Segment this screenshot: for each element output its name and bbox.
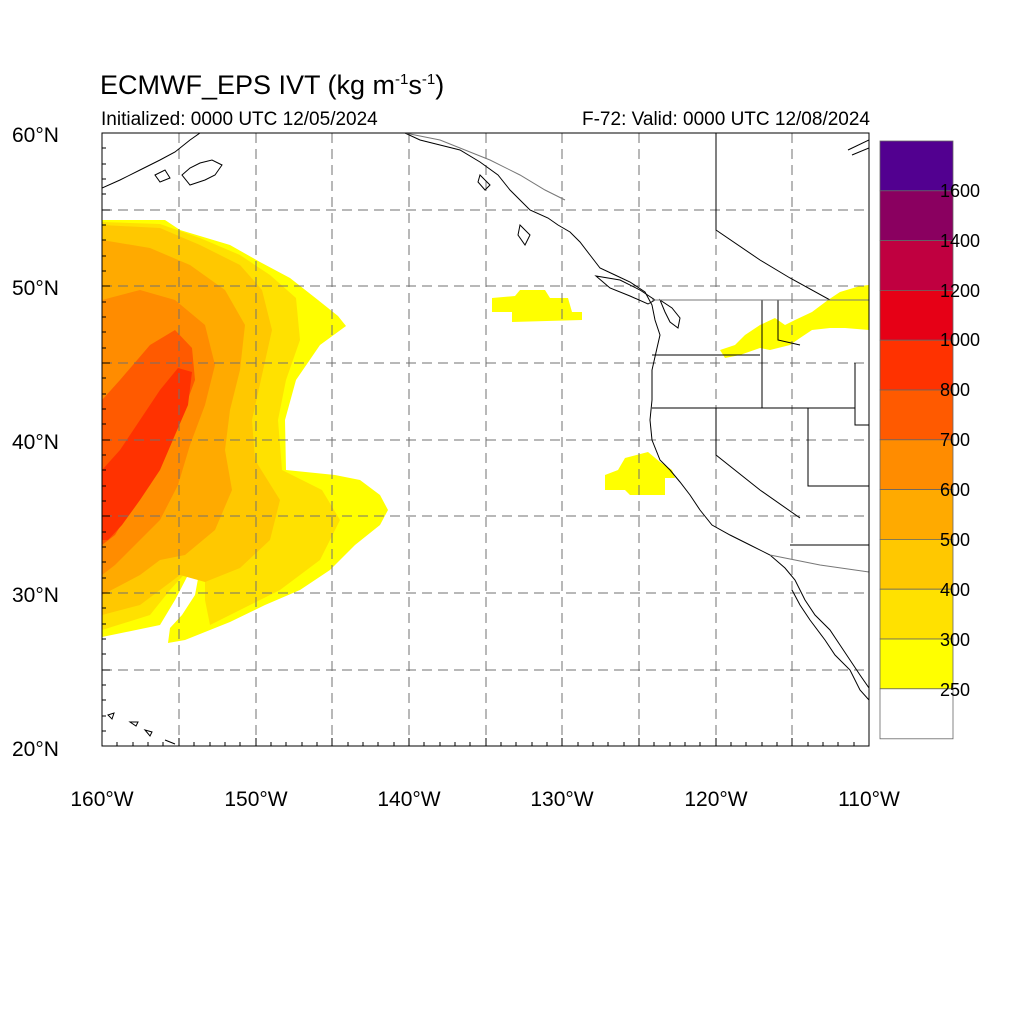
ivt-field xyxy=(102,220,869,643)
colorbar-label-1600: 1600 xyxy=(940,181,980,201)
ivt-800-region xyxy=(102,368,192,540)
ivt-patch-offshore-wa xyxy=(492,290,582,322)
lat-ticks xyxy=(102,132,110,747)
lon-ticks xyxy=(101,738,870,746)
lat-label-60: 60°N xyxy=(12,124,59,147)
colorbar-label-1400: 1400 xyxy=(940,231,980,251)
lat-label-40: 40°N xyxy=(12,431,59,454)
colorbar-label-700: 700 xyxy=(940,430,970,450)
lat-label-30: 30°N xyxy=(12,584,59,607)
ivt-patch-inland-northwest xyxy=(720,285,869,358)
colorbar-label-1200: 1200 xyxy=(940,281,980,301)
colorbar-swatch-below-250 xyxy=(879,688,954,740)
colorbar-label-600: 600 xyxy=(940,480,970,500)
colorbar-label-1000: 1000 xyxy=(940,330,980,350)
colorbar-swatch-1000 xyxy=(879,289,954,341)
colorbar-swatch-600 xyxy=(879,439,954,490)
colorbar-label-250: 250 xyxy=(940,680,970,700)
lat-label-50: 50°N xyxy=(12,277,59,300)
colorbar-swatch-250 xyxy=(879,638,954,690)
colorbar-swatch-1200 xyxy=(879,240,954,291)
colorbar-swatch-500 xyxy=(879,489,954,540)
colorbar-label-300: 300 xyxy=(940,630,970,650)
map-title: ECMWF_EPS IVT (kg m-1s-1) xyxy=(100,70,445,100)
valid-time: F-72: Valid: 0000 UTC 12/08/2024 xyxy=(582,109,870,130)
lon-label-110w: 110°W xyxy=(838,788,900,811)
country-borders xyxy=(404,133,869,573)
lon-label-160w: 160°W xyxy=(70,788,133,811)
colorbar-swatch-800 xyxy=(879,339,954,391)
lon-label-130w: 130°W xyxy=(530,788,593,811)
coastlines xyxy=(102,133,869,745)
lat-label-20: 20°N xyxy=(12,738,59,761)
colorbar-swatch-1600plus xyxy=(879,140,954,192)
colorbar-label-400: 400 xyxy=(940,580,970,600)
colorbar-swatch-400 xyxy=(879,539,954,590)
colorbar-label-800: 800 xyxy=(940,380,970,400)
lon-label-150w: 150°W xyxy=(224,788,287,811)
initialized-time: Initialized: 0000 UTC 12/05/2024 xyxy=(101,109,378,130)
colorbar-swatch-300 xyxy=(879,588,954,640)
lon-label-140w: 140°W xyxy=(377,788,440,811)
map-grid xyxy=(102,133,869,746)
colorbar-label-500: 500 xyxy=(940,530,970,550)
colorbar: 1600 1400 1200 1000 800 700 600 500 400 … xyxy=(879,140,980,740)
ivt-patch-offshore-ca xyxy=(605,452,675,495)
lon-label-120w: 120°W xyxy=(684,788,747,811)
